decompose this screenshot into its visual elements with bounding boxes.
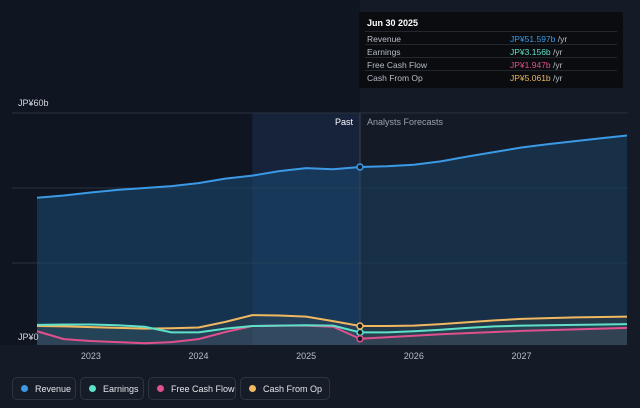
x-tick-label: 2025 (296, 351, 316, 361)
legend-item-earnings[interactable]: Earnings (80, 377, 144, 400)
tooltip-row-earnings: Earnings JP¥3.156b /yr (365, 44, 617, 58)
revenue-area (37, 135, 627, 345)
legend-item-revenue[interactable]: Revenue (12, 377, 76, 400)
tooltip-label: Free Cash Flow (367, 60, 427, 70)
tooltip-value: JP¥1.947b /yr (510, 60, 563, 70)
legend-dot-icon (157, 385, 164, 392)
marker-cash-from-op (356, 322, 364, 330)
tooltip-date: Jun 30 2025 (367, 18, 419, 28)
legend-item-cash-from-op[interactable]: Cash From Op (240, 377, 330, 400)
y-axis-bottom-label: JP¥0 (18, 332, 39, 342)
legend-dot-icon (89, 385, 96, 392)
marker-revenue (356, 163, 364, 171)
legend-dot-icon (21, 385, 28, 392)
legend-item-free-cash-flow[interactable]: Free Cash Flow (148, 377, 236, 400)
series-line-earnings (36, 323, 628, 334)
legend-label: Earnings (103, 383, 139, 394)
series-line-free-cash-flow (36, 324, 628, 345)
tooltip-value: JP¥5.061b /yr (510, 73, 563, 83)
legend-dot-icon (249, 385, 256, 392)
tooltip: Jun 30 2025 Revenue JP¥51.597b /yr Earni… (359, 12, 623, 88)
tooltip-value: JP¥3.156b /yr (510, 47, 563, 57)
x-tick-label: 2027 (511, 351, 531, 361)
tooltip-label: Earnings (367, 47, 401, 57)
y-axis-top-label: JP¥60b (18, 98, 49, 108)
series-line-revenue (36, 134, 628, 199)
legend-label: Cash From Op (263, 383, 323, 394)
x-tick-label: 2026 (404, 351, 424, 361)
tooltip-row-revenue: Revenue JP¥51.597b /yr (365, 31, 617, 45)
tooltip-label: Cash From Op (367, 73, 423, 83)
legend-label: Free Cash Flow (171, 383, 235, 394)
past-label: Past (335, 117, 354, 127)
tooltip-value: JP¥51.597b /yr (510, 34, 568, 44)
tooltip-row-fcf: Free Cash Flow JP¥1.947b /yr (365, 57, 617, 71)
x-tick-label: 2023 (81, 351, 101, 361)
marker-free-cash-flow (356, 335, 364, 343)
tooltip-row-cfo: Cash From Op JP¥5.061b /yr (365, 70, 617, 84)
x-tick-label: 2024 (188, 351, 208, 361)
marker-earnings (356, 328, 364, 337)
legend-label: Revenue (35, 383, 72, 394)
series-area-1 (37, 325, 627, 345)
forecast-label: Analysts Forecasts (367, 117, 444, 127)
series-area-2 (37, 315, 627, 345)
forecast-region-overlay (359, 113, 627, 345)
tooltip-label: Revenue (367, 34, 402, 44)
series-line-cash-from-op (36, 314, 628, 330)
